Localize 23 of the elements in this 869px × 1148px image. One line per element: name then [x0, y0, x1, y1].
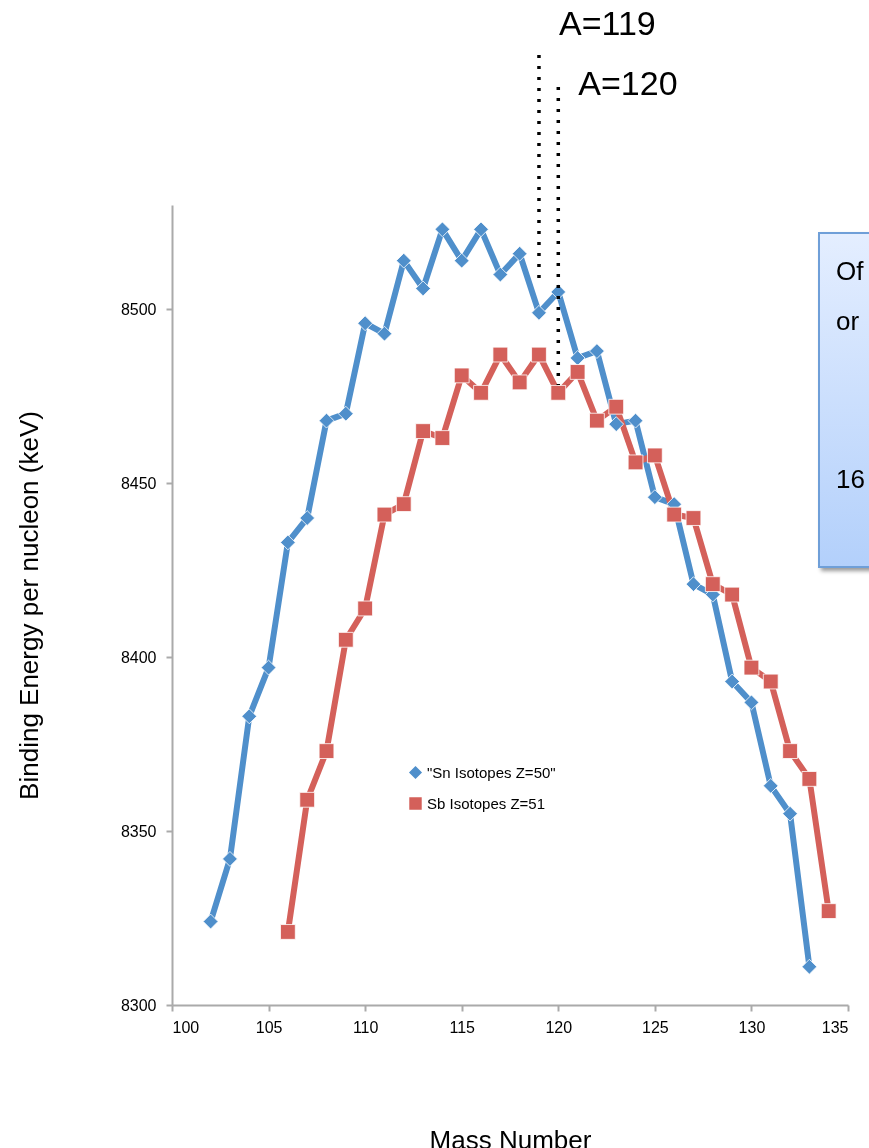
x-tick-label: 120 [545, 1018, 573, 1036]
x-tick-label: 110 [352, 1018, 379, 1036]
y-tick-label: 8450 [120, 474, 157, 492]
note-box: Of or 16 [818, 232, 869, 568]
x-tick-label: 130 [738, 1018, 766, 1036]
y-tick-label: 8500 [120, 300, 157, 318]
x-tick-label: 115 [449, 1018, 476, 1036]
x-tick-label: 105 [255, 1018, 283, 1036]
x-tick-label: 135 [821, 1018, 849, 1036]
y-tick-label: 8300 [120, 996, 157, 1014]
annotation: or [836, 306, 860, 337]
x-tick-label: 125 [642, 1018, 669, 1036]
x-tick-label: 100 [172, 1018, 200, 1036]
y-tick-label: 8350 [120, 822, 157, 840]
ref-line-label: A=120 [578, 64, 678, 102]
y-axis-title: Binding Energy per nucleon (keV) [13, 411, 44, 800]
annotation: Of [836, 256, 864, 287]
x-axis-title: Mass Number [429, 1124, 592, 1148]
y-tick-label: 8400 [120, 648, 157, 666]
legend-label: Sb Isotopes Z=51 [427, 794, 545, 812]
annotation: 16 [836, 464, 865, 495]
legend-label: "Sn Isotopes Z=50" [427, 763, 556, 781]
ref-line-label: A=119 [558, 4, 656, 42]
